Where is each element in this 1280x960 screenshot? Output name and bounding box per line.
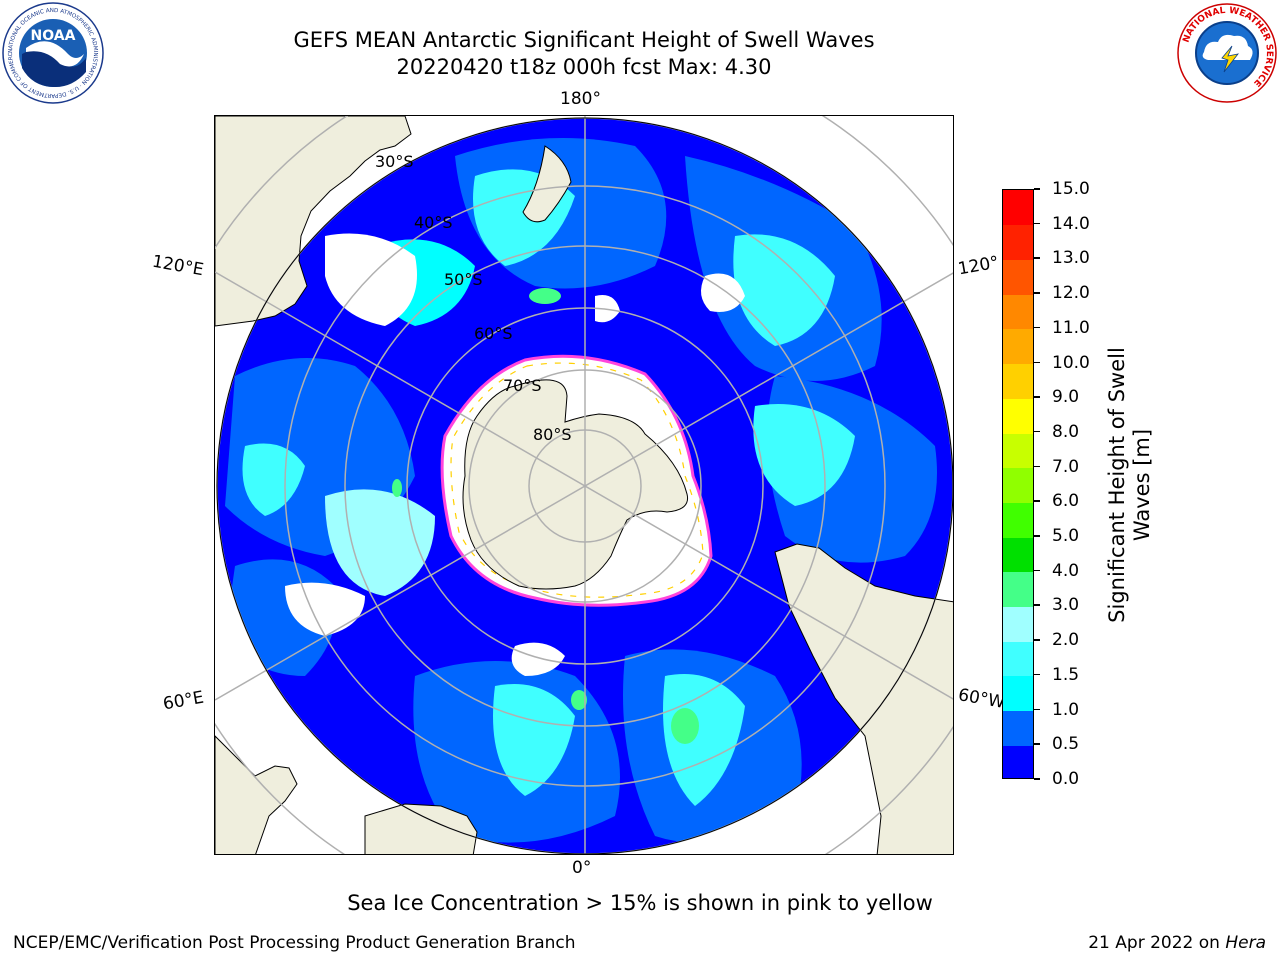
colorbar-segment (1003, 328, 1033, 365)
map-boundary (216, 117, 953, 854)
colorbar-segment (1003, 745, 1033, 778)
colorbar-tick-label: 5.0 (1052, 526, 1080, 547)
colorbar-segment (1003, 641, 1033, 677)
lon-label-60e: 60°E (161, 687, 206, 715)
colorbar-tick-label: 9.0 (1052, 387, 1080, 408)
noaa-logo-icon: NATIONAL OCEANIC AND ATMOSPHERIC ADMINIS… (0, 0, 104, 104)
polar-map (214, 115, 954, 855)
antarctica (462, 379, 689, 590)
colorbar-tick (1034, 222, 1040, 225)
colorbar-title-line2: Waves [m] (1130, 428, 1154, 542)
colorbar-segment (1003, 259, 1033, 295)
colorbar-segment (1003, 502, 1033, 538)
colorbar-tick (1034, 778, 1040, 780)
colorbar-tick-label: 0.5 (1052, 734, 1080, 755)
colorbar-tick-label: 15.0 (1052, 179, 1090, 199)
colorbar-segment (1003, 363, 1033, 399)
colorbar-segment (1003, 606, 1033, 642)
colorbar-tick (1034, 639, 1040, 641)
lat-label-40s: 40°S (414, 213, 453, 232)
lat-label-60s: 60°S (474, 324, 513, 343)
colorbar-segment (1003, 190, 1033, 226)
colorbar-segment (1003, 675, 1033, 712)
footer-host: Hera (1225, 933, 1266, 953)
colorbar-segment (1003, 571, 1033, 608)
chart-title: GEFS MEAN Antarctic Significant Height o… (293, 28, 875, 52)
nws-logo: NATIONAL WEATHER SERVICE (1176, 2, 1278, 104)
footer-credit: NCEP/EMC/Verification Post Processing Pr… (13, 933, 576, 953)
colorbar-segment (1003, 294, 1033, 330)
colorbar-tick (1034, 257, 1040, 259)
colorbar-tick-label: 8.0 (1052, 421, 1080, 442)
lat-label-30s: 30°S (375, 152, 414, 171)
colorbar-tick-label: 2.0 (1052, 630, 1080, 651)
colorbar-tick-label: 10.0 (1052, 352, 1090, 373)
colorbar-tick (1034, 535, 1040, 537)
noaa-logo-text: NOAA (31, 28, 76, 44)
chart-subtitle: 20220420 t18z 000h fcst Max: 4.30 (396, 55, 772, 79)
colorbar-tick-label: 6.0 (1052, 491, 1080, 512)
colorbar-tick (1034, 708, 1040, 711)
colorbar-tick-label: 11.0 (1052, 317, 1090, 338)
nws-logo-icon: NATIONAL WEATHER SERVICE (1177, 3, 1277, 103)
lon-label-60w: 60°W (956, 685, 1007, 713)
colorbar-tick-label: 0.0 (1052, 769, 1080, 789)
sea-ice-note: Sea Ice Concentration > 15% is shown in … (347, 891, 933, 915)
colorbar-tick-label: 7.0 (1052, 456, 1080, 477)
lat-label-80s: 80°S (533, 425, 572, 444)
colorbar-tick-label: 1.0 (1052, 699, 1080, 720)
colorbar-segment (1003, 398, 1033, 434)
colorbar-tick-label: 1.5 (1052, 664, 1080, 685)
colorbar-segment (1003, 432, 1033, 469)
colorbar-title-line1: Significant Height of Swell (1105, 347, 1129, 623)
colorbar-tick (1034, 673, 1040, 676)
colorbar-tick (1034, 396, 1040, 398)
colorbar-tick (1034, 430, 1040, 433)
colorbar-tick (1034, 292, 1040, 294)
lat-label-70s: 70°S (503, 376, 542, 395)
colorbar-tick-label: 14.0 (1052, 213, 1090, 234)
colorbar-tick (1034, 326, 1040, 329)
colorbar-tick (1034, 604, 1040, 606)
colorbar-tick-label: 3.0 (1052, 595, 1080, 616)
colorbar-tick-label: 4.0 (1052, 560, 1080, 581)
colorbar-tick (1034, 188, 1040, 190)
colorbar-segment (1003, 537, 1033, 573)
colorbar-segment (1003, 467, 1033, 503)
footer-date-text: 21 Apr 2022 on (1088, 933, 1226, 953)
colorbar-segment (1003, 224, 1033, 260)
colorbar-tick-label: 13.0 (1052, 248, 1090, 269)
colorbar-segment (1003, 710, 1033, 746)
lon-label-120w: 120° (956, 252, 1001, 280)
lon-label-180: 180° (560, 89, 601, 109)
lat-label-50s: 50°S (444, 270, 483, 289)
colorbar-tick (1034, 500, 1040, 502)
lon-label-0: 0° (572, 858, 592, 878)
lon-label-120e: 120°E (150, 251, 206, 281)
colorbar-tick (1034, 361, 1040, 364)
footer-date: 21 Apr 2022 on Hera (1088, 933, 1266, 953)
colorbar-tick-label: 12.0 (1052, 283, 1090, 304)
colorbar-tick (1034, 569, 1040, 572)
noaa-logo: NATIONAL OCEANIC AND ATMOSPHERIC ADMINIS… (0, 0, 104, 104)
polar-map-canvas (215, 116, 953, 854)
colorbar (1002, 189, 1034, 779)
colorbar-tick (1034, 743, 1040, 745)
colorbar-tick (1034, 465, 1040, 468)
colorbar-title: Significant Height of Swell Waves [m] (1105, 285, 1155, 685)
